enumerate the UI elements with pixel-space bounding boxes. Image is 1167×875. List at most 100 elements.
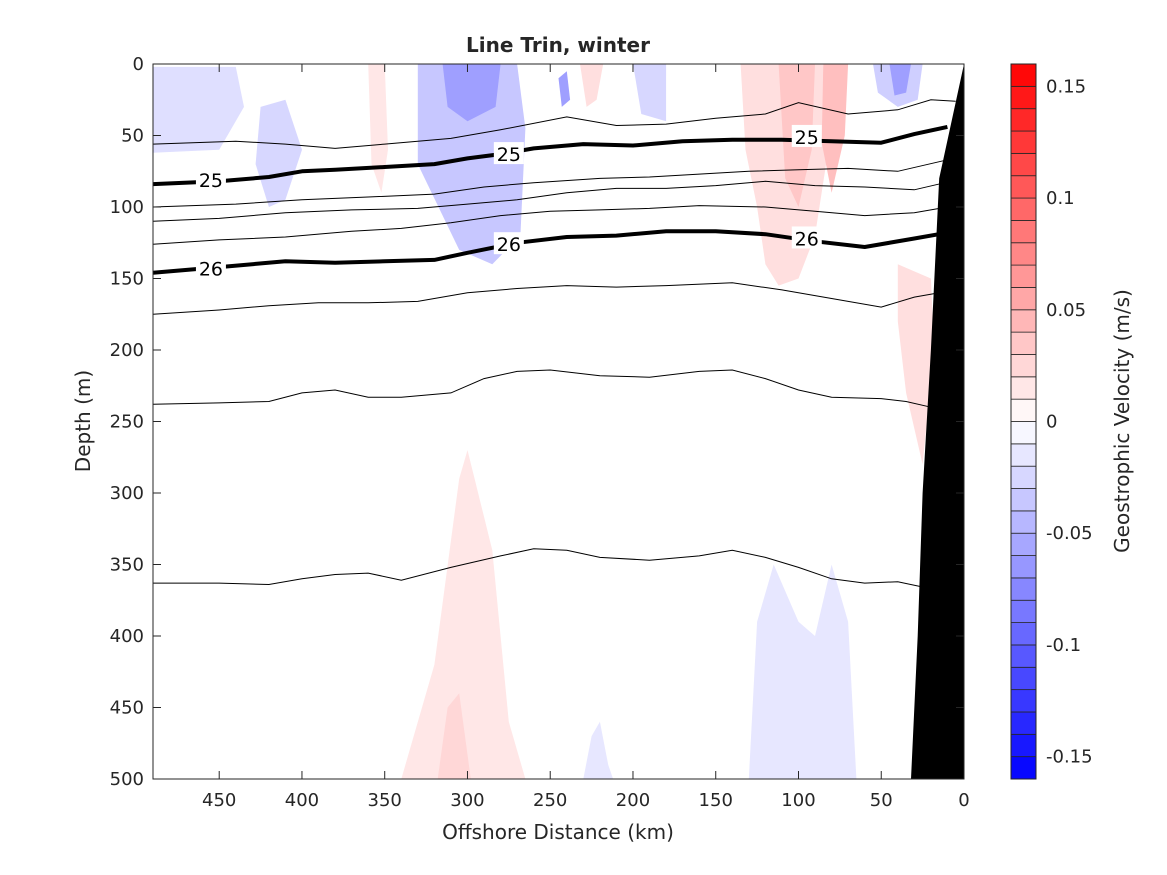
- colorbar-segment: [1010, 331, 1037, 355]
- y-tick-label: 50: [121, 126, 144, 147]
- isopycnal-26-line: [152, 229, 948, 275]
- isopycnal-line: [152, 99, 956, 149]
- contour-label-bg: [791, 226, 822, 249]
- colorbar-segment: [1010, 622, 1037, 646]
- x-tick-label: 350: [368, 790, 402, 811]
- colorbar-segment: [1010, 555, 1037, 579]
- colorbar-segment: [1010, 599, 1037, 623]
- contour-label-bg: [791, 124, 822, 147]
- colorbar-frame: [1010, 63, 1037, 780]
- contour-label-bg: [195, 167, 226, 190]
- velocity-patch: [583, 721, 614, 779]
- y-tick-label: 400: [110, 626, 144, 647]
- x-tick-label: 400: [285, 790, 319, 811]
- colorbar-segment: [1010, 220, 1037, 244]
- velocity-patch: [748, 564, 857, 779]
- y-tick-label: 100: [110, 197, 144, 218]
- y-tick-label: 200: [110, 340, 144, 361]
- colorbar-tick-label: 0.1: [1046, 188, 1075, 209]
- y-tick-label: 300: [110, 483, 144, 504]
- colorbar-segment: [1010, 421, 1037, 445]
- y-tick-label: 500: [110, 769, 144, 790]
- contour-label: 26: [497, 234, 521, 256]
- colorbar-tick-label: -0.05: [1046, 523, 1093, 544]
- velocity-patch: [417, 64, 526, 265]
- chart-title: Line Trin, winter: [466, 33, 650, 57]
- colorbar-segment: [1010, 644, 1037, 668]
- x-axis: 450 400 350 300 250 200 150 100 50 0: [202, 64, 970, 811]
- y-tick-label: 350: [110, 555, 144, 576]
- velocity-patch: [153, 66, 244, 153]
- velocity-patch: [401, 450, 526, 779]
- plot-area: 25 25 25 26 26 26: [152, 63, 965, 780]
- colorbar-segment: [1010, 756, 1037, 780]
- colorbar-segment: [1010, 398, 1037, 422]
- contour-label-bg: [493, 142, 524, 165]
- colorbar-tick-label: -0.1: [1046, 635, 1081, 656]
- velocity-patch: [580, 64, 604, 107]
- colorbar-segment: [1010, 197, 1037, 221]
- contour-label: 26: [795, 228, 819, 250]
- contour-label: 26: [199, 258, 223, 280]
- contour-label-bg: [493, 232, 524, 255]
- colorbar-segment: [1010, 152, 1037, 177]
- x-tick-label: 250: [533, 790, 567, 811]
- colorbar-segment: [1010, 443, 1037, 467]
- bathymetry: [911, 64, 964, 779]
- y-axis: 0 50 100 150 200 250 300 350 400 450 500: [110, 54, 964, 790]
- colorbar-segment: [1010, 108, 1037, 132]
- colorbar-segment: [1010, 689, 1037, 713]
- x-tick-label: 100: [781, 790, 815, 811]
- velocity-patch: [821, 64, 849, 193]
- colorbar-segment: [1010, 488, 1037, 512]
- velocity-patch: [437, 693, 471, 779]
- velocity-patch: [255, 99, 302, 207]
- contour-label: 25: [199, 170, 223, 192]
- y-tick-label: 450: [110, 698, 144, 719]
- contour-labels: 25 25 25 26 26 26: [195, 124, 822, 280]
- contour-label-bg: [195, 256, 226, 279]
- velocity-patch: [558, 71, 571, 107]
- colorbar-segment: [1010, 85, 1037, 110]
- colorbar-segment: [1010, 666, 1037, 691]
- colorbar-segment: [1010, 242, 1037, 266]
- isopycnal-line: [153, 548, 932, 590]
- colorbar-segment: [1010, 354, 1037, 378]
- colorbar-segment: [1010, 287, 1037, 311]
- y-tick-label: 0: [133, 54, 144, 75]
- x-tick-label: 50: [870, 790, 893, 811]
- velocity-patch: [442, 64, 501, 122]
- contour-label: 25: [795, 127, 819, 149]
- colorbar-segment: [1010, 711, 1037, 735]
- x-tick-label: 150: [699, 790, 733, 811]
- colorbar: 0.15 0.1 0.05 0 -0.05 -0.1 -0.15: [1010, 63, 1093, 780]
- bathymetry-layer: [911, 64, 964, 779]
- colorbar-segment: [1010, 130, 1037, 154]
- isopycnal-line: [152, 159, 948, 208]
- colorbar-label: Geostrophic Velocity (m/s): [1110, 289, 1134, 553]
- x-axis-label: Offshore Distance (km): [442, 820, 674, 844]
- velocity-patch: [633, 64, 667, 122]
- colorbar-tick-label: 0.15: [1046, 76, 1086, 97]
- colorbar-tick-label: 0: [1046, 412, 1057, 433]
- isopycnal-line: [152, 282, 940, 315]
- colorbar-segment: [1010, 733, 1037, 758]
- isopycnal-line: [152, 180, 951, 222]
- colorbar-segment: [1010, 63, 1037, 87]
- colorbar-segment: [1010, 264, 1037, 288]
- isopycnal-line: [152, 205, 948, 245]
- contour-label: 25: [497, 144, 521, 166]
- x-tick-label: 0: [958, 790, 969, 811]
- colorbar-tick-label: -0.15: [1046, 747, 1093, 768]
- colorbar-segment: [1010, 577, 1037, 601]
- colorbar-segment: [1010, 376, 1037, 400]
- velocity-patch: [368, 64, 388, 193]
- x-tick-label: 200: [616, 790, 650, 811]
- velocity-patch: [889, 64, 911, 96]
- isopycnal-contours: [152, 99, 956, 590]
- x-tick-label: 450: [202, 790, 236, 811]
- colorbar-segment: [1010, 175, 1037, 199]
- colorbar-segment: [1010, 465, 1037, 489]
- colorbar-tick-label: 0.05: [1046, 300, 1086, 321]
